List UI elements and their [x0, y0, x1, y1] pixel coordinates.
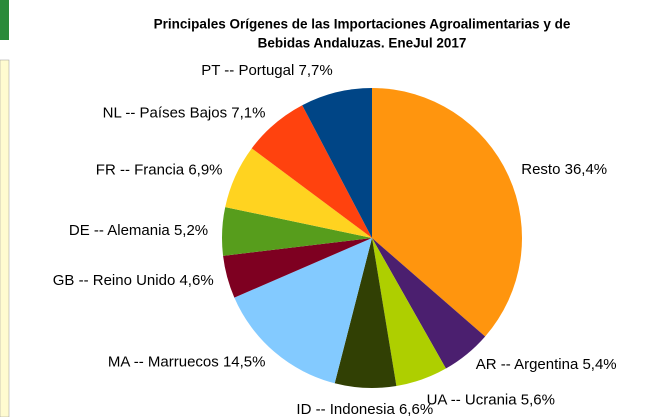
slice-label: GB -- Reino Unido 4,6% [53, 272, 214, 289]
pie-slice [372, 238, 446, 387]
category-label: ID -- Indonesia [296, 401, 395, 417]
pie-slice [223, 238, 372, 298]
category-label: UA -- Ucrania [427, 392, 518, 409]
category-label: GB -- Reino Unido [53, 272, 176, 289]
pie-slice [372, 88, 522, 337]
pie-slice [372, 238, 486, 369]
pie-slice [221, 207, 372, 256]
value-label: 5,2% [174, 222, 208, 239]
sheet-column [0, 59, 10, 417]
category-label: MA -- Marruecos [108, 354, 219, 371]
slice-label: ID -- Indonesia 6,6% [296, 401, 433, 417]
slice-label: PT -- Portugal 7,7% [201, 62, 332, 79]
category-label: PT -- Portugal [201, 62, 294, 79]
pie-slice [234, 238, 372, 384]
pie-slice [334, 238, 397, 388]
value-label: 6,9% [188, 161, 222, 178]
sheet-cell [0, 0, 9, 40]
pie-slice [225, 148, 372, 238]
value-label: 7,7% [299, 62, 333, 79]
slice-label: NL -- Países Bajos 7,1% [103, 104, 266, 121]
pie-slice [251, 105, 372, 238]
category-label: Resto [521, 161, 560, 178]
pie-slice [302, 88, 372, 238]
chart-title: Bebidas Andaluzas. EneJul 2017 [258, 36, 467, 51]
category-label: FR -- Francia [96, 161, 185, 178]
slice-label: FR -- Francia 6,9% [96, 161, 223, 178]
value-label: 6,6% [399, 401, 433, 417]
chart-title: Principales Orígenes de las Importacione… [154, 17, 571, 32]
value-label: 14,5% [223, 354, 266, 371]
value-label: 7,1% [231, 104, 265, 121]
value-label: 4,6% [179, 272, 213, 289]
category-label: NL -- Países Bajos [103, 104, 228, 121]
slice-label: AR -- Argentina 5,4% [476, 356, 617, 373]
slice-label: Resto 36,4% [521, 161, 607, 178]
slice-label: MA -- Marruecos 14,5% [108, 354, 266, 371]
value-label: 5,4% [582, 356, 616, 373]
value-label: 36,4% [565, 161, 608, 178]
slice-label: UA -- Ucrania 5,6% [427, 392, 555, 409]
slice-label: DE -- Alemania 5,2% [69, 222, 208, 239]
value-label: 5,6% [521, 392, 555, 409]
category-label: DE -- Alemania [69, 222, 171, 239]
category-label: AR -- Argentina [476, 356, 579, 373]
